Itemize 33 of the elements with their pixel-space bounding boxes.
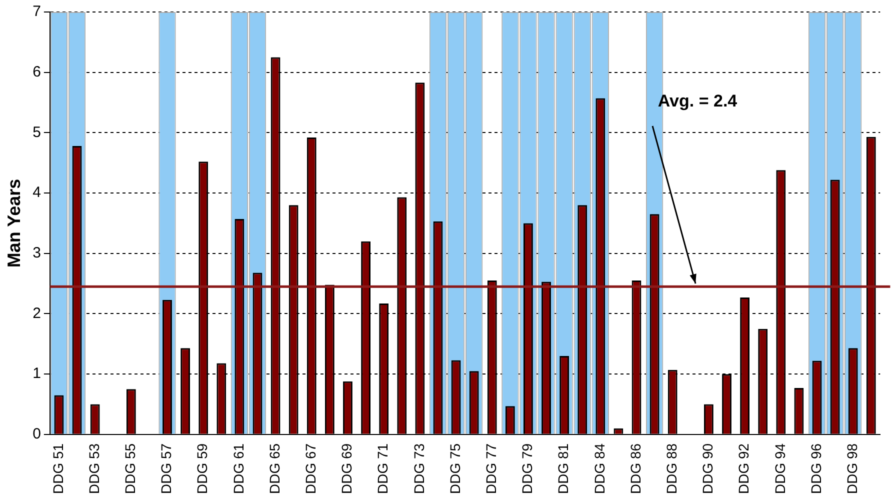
x-tick-label: DDG 67 bbox=[302, 443, 318, 494]
x-tick-label: DDG 90 bbox=[700, 443, 716, 494]
x-tick-label: DDG 55 bbox=[122, 443, 138, 494]
x-tick-label: DDG 79 bbox=[519, 443, 536, 494]
x-tick-label: DDG 73 bbox=[410, 443, 427, 494]
x-tick-label: DDG 94 bbox=[772, 443, 788, 494]
y-axis-title: Man Years bbox=[4, 178, 24, 268]
x-tick-label: DDG 96 bbox=[808, 443, 824, 494]
x-tick-label: DDG 88 bbox=[663, 443, 680, 494]
y-tick-label: 0 bbox=[32, 426, 41, 443]
x-tick-label: DDG 81 bbox=[555, 443, 572, 494]
x-tick-label: DDG 92 bbox=[736, 443, 752, 494]
x-tick-label: DDG 86 bbox=[627, 443, 644, 494]
y-tick-label: 7 bbox=[32, 3, 41, 20]
ref-line-label: Avg. = 2.4 bbox=[658, 92, 738, 111]
x-tick-label: DDG 77 bbox=[482, 443, 499, 494]
y-tick-label: 4 bbox=[32, 184, 41, 202]
y-tick-label: 5 bbox=[32, 124, 41, 141]
x-tick-label: DDG 59 bbox=[194, 443, 210, 494]
x-tick-label: DDG 98 bbox=[844, 443, 860, 494]
x-tick-label: DDG 51 bbox=[50, 443, 66, 494]
x-tick-label: DDG 65 bbox=[266, 443, 282, 494]
y-tick-label: 6 bbox=[32, 63, 41, 80]
x-tick-label: DDG 57 bbox=[158, 443, 174, 494]
x-tick-label: DDG 53 bbox=[86, 443, 102, 494]
x-tick-label: DDG 75 bbox=[446, 443, 463, 494]
x-tick-label: DDG 69 bbox=[338, 443, 355, 494]
x-tick-label: DDG 61 bbox=[230, 443, 246, 494]
y-tick-label: 3 bbox=[32, 244, 41, 262]
x-tick-label: DDG 71 bbox=[374, 443, 391, 494]
x-tick-label: DDG 84 bbox=[591, 443, 608, 494]
y-tick-label: 1 bbox=[32, 365, 41, 382]
y-tick-label: 2 bbox=[32, 304, 41, 322]
